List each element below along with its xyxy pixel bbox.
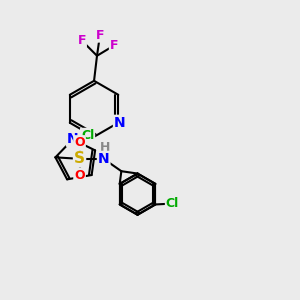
Text: O: O	[74, 136, 85, 149]
Text: Cl: Cl	[166, 197, 179, 210]
Text: F: F	[96, 29, 104, 42]
Text: F: F	[110, 39, 118, 52]
Text: S: S	[74, 151, 85, 166]
Text: O: O	[74, 169, 85, 182]
Text: N: N	[114, 116, 126, 130]
Text: N: N	[98, 152, 109, 166]
Text: F: F	[77, 34, 86, 47]
Text: H: H	[100, 140, 110, 154]
Text: Cl: Cl	[81, 129, 94, 142]
Text: N: N	[67, 132, 79, 146]
